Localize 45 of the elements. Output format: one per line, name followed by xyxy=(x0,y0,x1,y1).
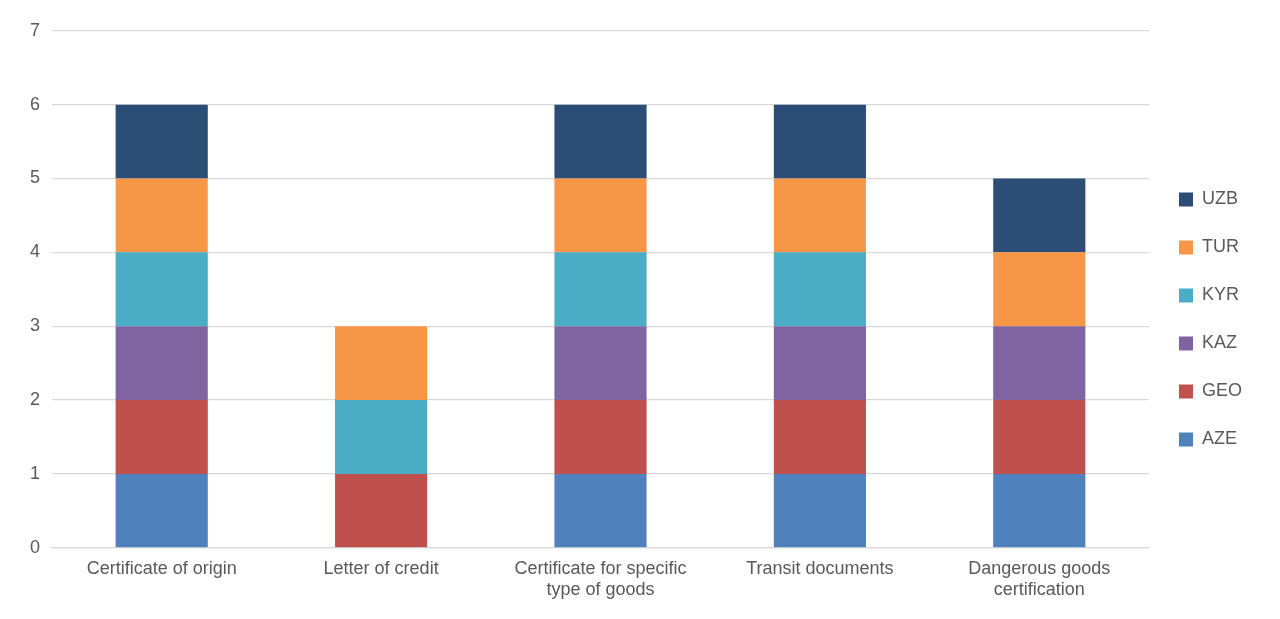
bar xyxy=(773,104,866,179)
legend-label: KYR xyxy=(1201,284,1240,305)
y-tick-label: 0 xyxy=(30,536,41,557)
bar xyxy=(115,178,208,253)
legend-label: KAZ xyxy=(1201,332,1238,353)
bar xyxy=(115,400,208,474)
bar xyxy=(554,473,647,548)
bar xyxy=(993,400,1086,474)
bar xyxy=(115,473,208,548)
bar xyxy=(993,473,1086,548)
bar xyxy=(554,104,647,179)
bar xyxy=(993,252,1086,327)
bar xyxy=(335,473,428,548)
x-tick-label: Dangerous goods certification xyxy=(968,557,1111,600)
bar xyxy=(773,400,866,474)
y-tick-label: 1 xyxy=(30,462,41,483)
bar xyxy=(115,252,208,327)
bar xyxy=(115,104,208,179)
bar xyxy=(993,326,1086,401)
x-tick-label: Certificate for specific type of goods xyxy=(514,557,687,600)
bar xyxy=(773,326,866,401)
legend-label: AZE xyxy=(1201,428,1238,449)
bar xyxy=(335,400,428,474)
y-tick-label: 5 xyxy=(30,167,41,188)
bar xyxy=(773,178,866,253)
legend-label: UZB xyxy=(1201,188,1238,209)
bar xyxy=(554,400,647,474)
bar xyxy=(335,326,428,401)
bar xyxy=(773,252,866,327)
x-tick-label: Transit documents xyxy=(746,557,894,578)
bar xyxy=(773,473,866,548)
x-tick-label: Certificate of origin xyxy=(86,557,237,578)
bar xyxy=(554,178,647,253)
y-tick-label: 7 xyxy=(30,19,41,40)
y-tick-label: 3 xyxy=(30,315,41,336)
bar xyxy=(554,252,647,327)
y-tick-label: 2 xyxy=(30,389,41,410)
bar xyxy=(554,326,647,401)
legend-label: GEO xyxy=(1201,380,1243,401)
y-tick-label: 6 xyxy=(30,93,41,114)
x-tick-label: Letter of credit xyxy=(323,557,439,578)
bar xyxy=(115,326,208,401)
bar xyxy=(993,178,1086,253)
legend-label: TUR xyxy=(1201,236,1239,257)
y-tick-label: 4 xyxy=(30,241,41,262)
